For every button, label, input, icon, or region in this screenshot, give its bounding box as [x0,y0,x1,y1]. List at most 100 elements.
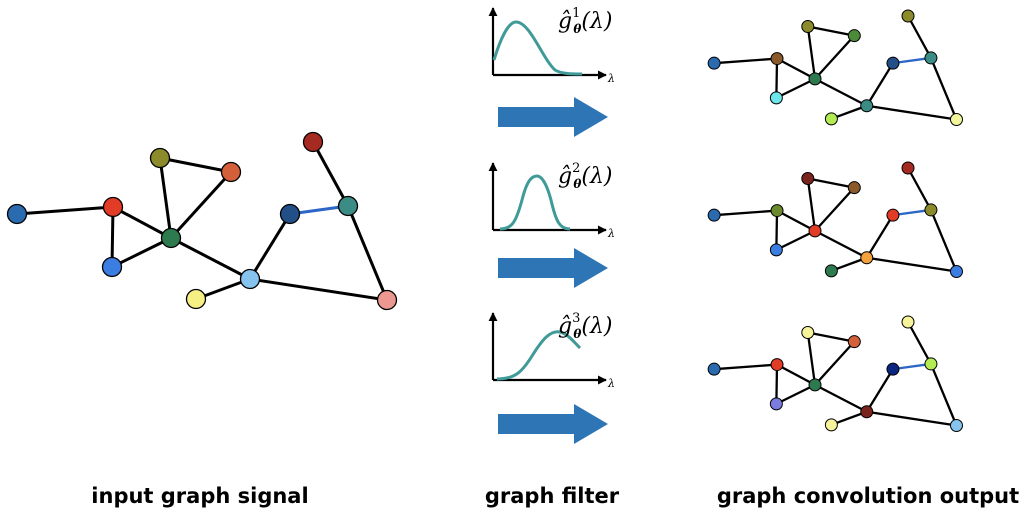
input-graph-edge-11 [311,141,350,207]
input-graph-node-7 [185,288,207,310]
output-graph-1-edge-5 [807,25,855,37]
filter-1-lambda-label: λ [607,72,615,85]
input-graph-edge-1 [112,205,172,240]
output-graph-3-node-6 [860,405,874,419]
input-graph-edge-0 [16,205,114,216]
output-graph-2-edge-4 [806,178,817,232]
output-graph-1-edge-7 [814,77,868,107]
output-graph-2-node-2 [808,224,822,238]
output-graph-1-node-3 [801,19,815,33]
output-graph-2-node-1 [770,204,784,218]
input-graph-edge-9 [248,213,292,280]
filter-3: λ ĝ3 θ(λ) [488,311,615,390]
output-graph-3-node-11 [949,419,963,432]
output-graph-2-edge-12 [929,209,958,272]
output-graph-3-node-9 [924,357,938,371]
input-graph-edge-3 [111,236,172,269]
output-graph-2-node-10 [901,161,915,175]
output-graph-1-edge-4 [806,26,817,80]
output-graph-2-node-11 [949,265,963,278]
input-graph-node-2 [160,227,182,249]
input-graph [6,131,398,311]
input-graph-edge-7 [170,236,251,281]
output-graph-3-node-8 [886,362,900,376]
output-graph-2-edge-6 [814,186,856,232]
output-graph-2-edge-3 [775,229,816,251]
output-graph-3-edge-1 [776,363,816,386]
output-graph-3-edge-13 [866,410,957,427]
output-graph-1-edge-12 [929,57,958,120]
output-graph-3 [707,315,963,432]
output-graph-3-edge-6 [814,340,856,386]
filter-2-response-curve [499,174,571,231]
output-graph-2-edge-7 [814,229,868,259]
filter-2-label: ĝ2 θ(λ) [558,161,613,191]
input-graph-edge-5 [159,156,232,174]
filter-1-response-curve [492,20,583,76]
output-graph-2-node-7 [824,264,838,278]
output-graph-2-node-8 [886,208,900,222]
output-graph-3-node-5 [769,397,783,411]
output-graph-1-node-7 [824,112,838,126]
output-graph-1-edge-11 [907,15,932,59]
filter-2-arrow [498,248,608,288]
output-graph-1-node-2 [808,72,822,86]
output-graph-3-edge-0 [714,363,778,371]
input-graph-edge-13 [249,277,388,302]
output-graph-2 [707,161,963,278]
output-graph-2-edge-5 [807,177,855,189]
filter-2: λ ĝ2 θ(λ) [488,161,615,240]
output-graph-3-edge-11 [907,321,932,365]
output-graph-3-edge-5 [807,331,855,343]
output-graph-1-node-10 [901,9,915,23]
filter-2-lambda-label: λ [607,227,615,240]
output-graph-3-edge-7 [814,383,868,413]
output-graph-2-node-6 [860,251,874,265]
input-graph-node-6 [239,268,261,290]
output-graph-1-node-0 [707,56,721,70]
output-graph-1-edge-2 [775,58,779,98]
filter-3-response-curve [496,330,582,381]
output-graph-1-edge-6 [814,34,856,80]
input-graph-node-8 [279,203,301,225]
input-graph-node-4 [220,161,242,183]
filter-3-lambda-label: λ [607,377,615,390]
output-graph-3-edge-3 [775,383,816,405]
filter-3-arrow [498,404,608,444]
output-graph-2-edge-0 [714,209,778,217]
output-graph-1-node-4 [847,29,861,43]
filter-3-label: ĝ3 θ(λ) [558,311,613,341]
output-graph-3-node-2 [808,378,822,392]
output-graph-1-node-9 [924,51,938,65]
output-graph-3-node-4 [847,335,861,349]
output-graph-3-edge-4 [806,332,817,386]
caption-graph-convolution-output: graph convolution output [717,484,1019,508]
output-graph-1-edge-13 [866,104,957,121]
output-graph-1-edge-0 [714,57,778,65]
output-graph-2-edge-1 [776,209,816,232]
output-graph-1 [707,9,963,126]
filter-1-label: ĝ1 θ(λ) [558,6,613,36]
input-graph-node-11 [376,289,398,311]
output-graph-3-node-1 [770,358,784,372]
output-graph-3-node-10 [901,315,915,329]
output-graph-1-node-6 [860,99,874,113]
caption-input-graph-signal: input graph signal [91,484,308,508]
output-graph-1-edge-1 [776,57,816,80]
filter-1: λ ĝ1 θ(λ) [488,6,615,85]
output-graph-2-edge-2 [775,210,779,250]
output-graph-3-node-3 [801,325,815,339]
output-graph-2-node-3 [801,171,815,185]
caption-graph-filter: graph filter [485,484,620,508]
output-graph-1-node-5 [769,91,783,105]
output-graph-3-edge-12 [929,363,958,426]
output-graph-1-edge-9 [865,62,894,107]
output-graph-3-node-7 [824,418,838,432]
output-graph-2-node-4 [847,181,861,195]
output-graph-1-node-1 [770,52,784,66]
output-graph-2-node-0 [707,208,721,222]
output-graph-1-node-11 [949,113,963,126]
output-graph-2-node-5 [769,243,783,257]
input-graph-edge-6 [169,170,233,240]
